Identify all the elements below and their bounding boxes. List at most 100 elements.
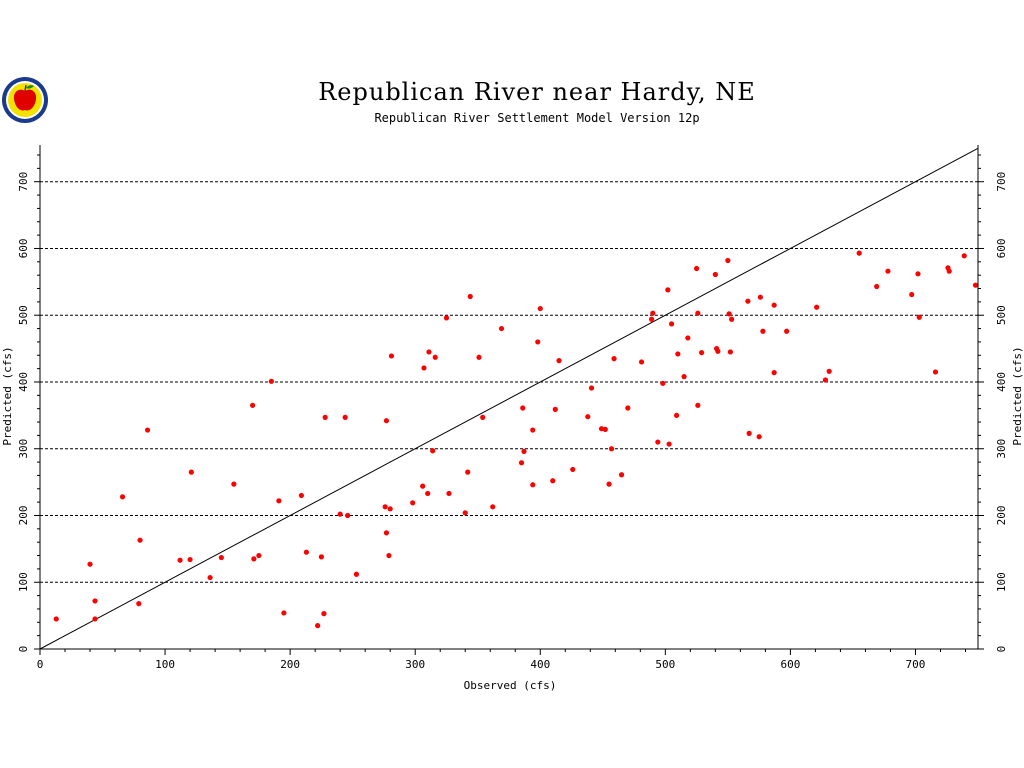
data-point [530,427,536,433]
data-point [694,265,700,272]
y-tick-label-left: 200 [17,506,30,526]
data-point [315,623,321,629]
data-point [530,482,536,488]
chart-title: Republican River near Hardy, NE [318,78,756,106]
data-point [462,510,468,516]
data-point [425,490,431,497]
data-point [606,481,612,487]
data-point [745,298,751,304]
y-tick-label-left: 700 [17,172,30,192]
data-point [322,414,328,420]
data-point [874,283,880,290]
data-points [53,250,979,629]
y-tick-label-right: 700 [995,172,1008,192]
data-point [136,601,142,607]
y-axis-label-right: Predicted (cfs) [1011,346,1024,445]
data-point [420,483,426,489]
data-point [476,354,482,360]
data-point [231,481,237,487]
data-point [972,282,979,288]
data-point [660,380,666,386]
data-point [715,348,721,354]
data-point [298,492,304,499]
y-tick-label-left: 100 [17,572,30,592]
data-point [625,405,631,411]
y-tick-label-left: 0 [17,646,30,653]
data-point [550,478,556,484]
data-point [92,616,98,622]
data-point [666,441,672,447]
data-point [570,466,576,473]
data-point [932,369,939,375]
data-point [826,368,832,374]
data-point [675,351,681,357]
data-point [218,554,224,561]
data-point [490,504,496,510]
data-point [387,506,393,512]
data-point [552,406,558,412]
data-point [337,511,343,517]
data-point [465,469,471,475]
data-point [771,370,777,376]
data-point [784,328,790,334]
data-point [250,402,256,408]
x-tick-label: 0 [37,658,44,671]
data-point [608,446,615,452]
data-point [650,310,656,316]
data-point [53,616,59,622]
data-point [909,291,915,298]
y-tick-label-right: 100 [995,572,1008,592]
x-tick-label: 100 [155,658,175,671]
data-point [321,611,327,617]
data-point [388,353,395,359]
data-point [342,414,348,420]
data-point [655,439,661,445]
data-point [446,490,452,497]
y-tick-label-right: 200 [995,506,1008,526]
axes [39,145,979,650]
x-tick-label: 300 [405,658,425,671]
data-point [673,412,680,418]
data-point [281,610,287,616]
data-point [303,549,309,555]
data-point [188,469,194,475]
data-point [611,356,617,362]
data-point [712,271,718,278]
data-point [410,500,416,506]
data-point [856,250,862,256]
data-point [467,293,473,300]
data-point [251,556,257,562]
data-point [430,448,436,454]
data-point [885,268,891,274]
data-point [746,430,752,436]
data-point [187,556,193,563]
data-point [207,574,213,581]
y-tick-label-right: 400 [995,372,1008,392]
y-tick-label-left: 300 [17,439,30,459]
x-tick-label: 500 [655,658,675,671]
data-point [685,335,691,341]
data-point [386,552,392,559]
y-tick-label-right: 0 [995,646,1008,653]
data-point [92,598,98,604]
x-tick-label: 400 [530,658,550,671]
data-point [518,460,525,466]
x-tick-label: 600 [780,658,800,671]
data-point [668,321,675,327]
data-point [137,537,143,543]
grid-lines [40,181,978,583]
data-point [588,385,595,391]
y-tick-label-right: 600 [995,239,1008,259]
one-to-one-line [39,147,979,650]
data-point [726,311,732,317]
data-point [382,504,388,510]
data-point [535,339,541,345]
chart-subtitle: Republican River Settlement Model Versio… [374,111,699,125]
data-point [256,552,262,559]
data-point [916,314,922,320]
data-point [618,472,625,478]
data-point [537,305,543,312]
data-point [760,328,766,334]
data-point [585,414,591,420]
